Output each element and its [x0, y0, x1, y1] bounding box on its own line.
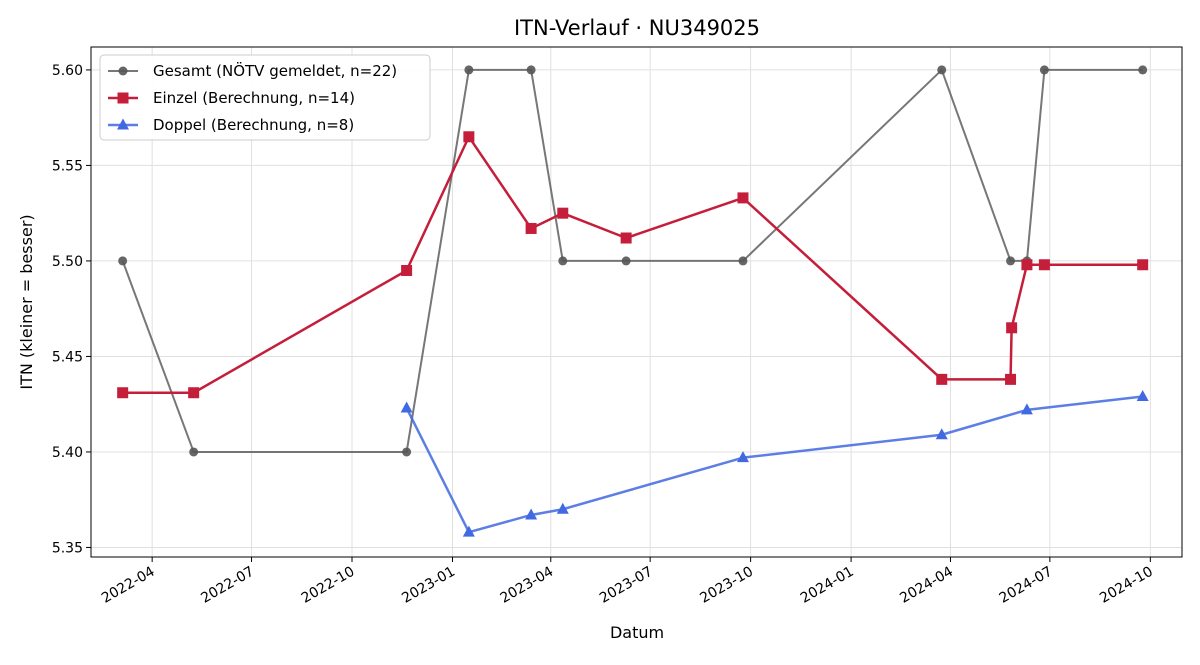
x-tick-label: 2024-07	[997, 564, 1056, 607]
y-tick-label: 5.45	[52, 349, 83, 365]
data-point-square	[525, 222, 537, 234]
x-tick-label: 2023-07	[597, 564, 656, 607]
series-line-2	[122, 135, 1143, 394]
series-2	[117, 131, 1149, 399]
y-tick-label: 5.50	[52, 254, 83, 270]
x-tick-label: 2022-10	[299, 564, 358, 607]
data-point-circle	[738, 256, 748, 266]
legend-label-1: Gesamt (NÖTV gemeldet, n=22)	[153, 61, 397, 80]
data-point-square	[1005, 373, 1017, 385]
legend-marker-circle	[118, 66, 128, 76]
x-tick-label: 2023-01	[399, 564, 458, 607]
x-tick-label: 2022-04	[99, 564, 158, 607]
data-point-square	[1137, 259, 1149, 271]
data-point-square	[1021, 259, 1033, 271]
chart-title: ITN-Verlauf · NU349025	[514, 16, 760, 40]
legend-marker-triangle	[117, 118, 129, 130]
y-tick-label: 5.40	[52, 445, 83, 461]
data-point-triangle	[935, 428, 948, 440]
series-layer	[117, 65, 1149, 537]
legend-label-2: Einzel (Berechnung, n=14)	[153, 89, 355, 107]
data-point-triangle	[1136, 390, 1149, 402]
data-point-square	[401, 264, 413, 276]
series-line-3	[405, 395, 1143, 534]
data-point-triangle	[556, 502, 569, 514]
data-point-circle	[402, 447, 412, 457]
data-point-circle	[1138, 65, 1148, 75]
grid	[91, 47, 1182, 557]
x-tick-label: 2022-07	[198, 564, 257, 607]
data-point-square	[620, 232, 632, 244]
data-point-circle	[118, 256, 128, 266]
x-tick-label: 2024-01	[798, 564, 857, 607]
data-point-square	[557, 207, 569, 219]
axes: 2022-04 2022-07 2022-10 2023-01 2023-04 2023-…	[52, 63, 1156, 607]
legend-box	[99, 54, 431, 141]
data-point-square	[1038, 259, 1050, 271]
plot-frame	[90, 46, 1183, 558]
data-point-square	[737, 192, 749, 204]
x-tick-label: 2024-10	[1097, 564, 1156, 607]
data-point-square	[188, 387, 200, 399]
x-axis-label: Datum	[610, 623, 664, 642]
x-tick-label: 2023-04	[498, 564, 557, 607]
data-point-triangle	[736, 451, 749, 463]
y-tick-label: 5.35	[52, 540, 83, 556]
data-point-square	[117, 387, 129, 399]
legend-label-3: Doppel (Berechnung, n=8)	[153, 116, 354, 134]
x-tick-label: 2024-04	[897, 564, 956, 607]
data-point-triangle	[400, 401, 413, 413]
data-point-circle	[1039, 65, 1049, 75]
data-point-square	[463, 131, 475, 143]
y-tick-label: 5.55	[52, 158, 83, 174]
x-tick-label: 2023-10	[697, 564, 756, 607]
data-point-triangle	[1020, 403, 1033, 415]
data-point-square	[936, 373, 948, 385]
data-point-triangle	[525, 508, 538, 520]
legend-marker-square	[117, 92, 129, 104]
y-axis-label: ITN (kleiner = besser)	[17, 214, 36, 389]
legend: Gesamt (NÖTV gemeldet, n=22) Einzel (Bere…	[99, 54, 431, 141]
data-point-circle	[558, 256, 568, 266]
data-point-circle	[1006, 256, 1016, 266]
data-point-square	[1006, 322, 1018, 334]
series-3	[400, 390, 1149, 537]
data-point-circle	[621, 256, 631, 266]
data-point-circle	[937, 65, 947, 75]
data-point-circle	[189, 447, 199, 457]
y-tick-label: 5.60	[52, 63, 83, 79]
data-point-circle	[464, 65, 474, 75]
data-point-triangle	[462, 525, 475, 537]
data-point-circle	[526, 65, 536, 75]
